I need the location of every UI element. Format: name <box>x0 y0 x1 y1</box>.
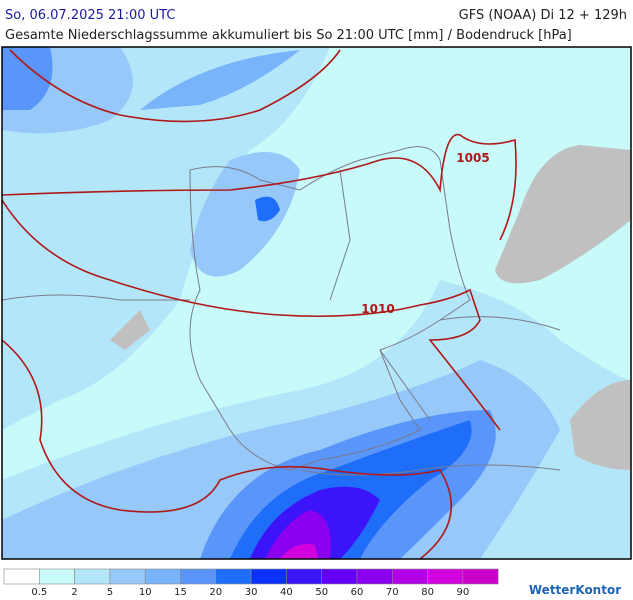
isobar <box>9 49 341 123</box>
legend-swatch <box>391 568 428 585</box>
legend-swatch <box>321 568 358 585</box>
land-out-of-domain <box>570 380 631 470</box>
isobar <box>2 339 453 559</box>
legend-swatch <box>3 568 40 585</box>
logo: WetterKontor <box>529 583 621 597</box>
legend-label: 30 <box>245 587 258 598</box>
map-frame <box>1 46 632 560</box>
precip-area <box>140 50 300 110</box>
legend: 0.5 2 5 10 15 20 30 40 50 60 70 80 90 <box>3 568 499 598</box>
legend-swatch <box>286 568 322 585</box>
header-date: So, 06.07.2025 21:00 UTC <box>5 8 175 23</box>
legend-swatch <box>180 568 217 585</box>
precip-area <box>255 196 280 222</box>
legend-swatch <box>250 568 287 585</box>
legend-swatch <box>74 568 111 585</box>
legend-label: 60 <box>351 587 364 598</box>
legend-swatch <box>144 568 181 585</box>
map: 1005 1010 <box>1 46 632 560</box>
isobar-label: 1010 <box>361 302 394 316</box>
legend-label: 50 <box>315 587 328 598</box>
legend-label: 10 <box>139 587 152 598</box>
legend-swatch <box>215 568 252 585</box>
land-out-of-domain <box>495 145 631 284</box>
legend-swatch <box>109 568 146 585</box>
legend-label: 80 <box>421 587 434 598</box>
header-model: GFS (NOAA) Di 12 + 129h <box>459 8 627 23</box>
legend-swatch <box>427 568 464 585</box>
legend-label: 70 <box>386 587 399 598</box>
header-subtitle: Gesamte Niederschlagssumme akkumuliert b… <box>5 28 572 43</box>
legend-swatch <box>38 568 75 585</box>
precip-area <box>2 47 53 110</box>
legend-swatch <box>356 568 393 585</box>
legend-label: 90 <box>457 587 470 598</box>
legend-label: 5 <box>107 587 113 598</box>
legend-swatch <box>462 568 499 585</box>
legend-label: 20 <box>209 587 222 598</box>
precip-area <box>280 543 318 559</box>
land-out-of-domain <box>110 310 150 350</box>
country-border <box>2 169 561 476</box>
legend-label: 40 <box>280 587 293 598</box>
isobar <box>2 199 501 431</box>
legend-label: 0.5 <box>31 587 47 598</box>
legend-label: 15 <box>174 587 187 598</box>
precip-area <box>2 47 330 430</box>
country-border <box>189 146 471 471</box>
legend-label: 2 <box>71 587 77 598</box>
isobar <box>2 133 517 241</box>
isobar-label: 1005 <box>456 151 489 165</box>
